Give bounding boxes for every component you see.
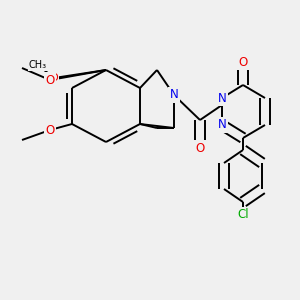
Text: N: N <box>218 92 226 104</box>
Text: CH₃: CH₃ <box>29 60 47 70</box>
Text: O: O <box>195 142 205 154</box>
Text: N: N <box>218 118 226 131</box>
Text: O: O <box>45 74 55 86</box>
Text: Cl: Cl <box>237 208 249 221</box>
Text: O: O <box>45 124 55 136</box>
Text: O: O <box>238 56 247 68</box>
Text: N: N <box>169 88 178 101</box>
Text: O: O <box>50 73 58 83</box>
